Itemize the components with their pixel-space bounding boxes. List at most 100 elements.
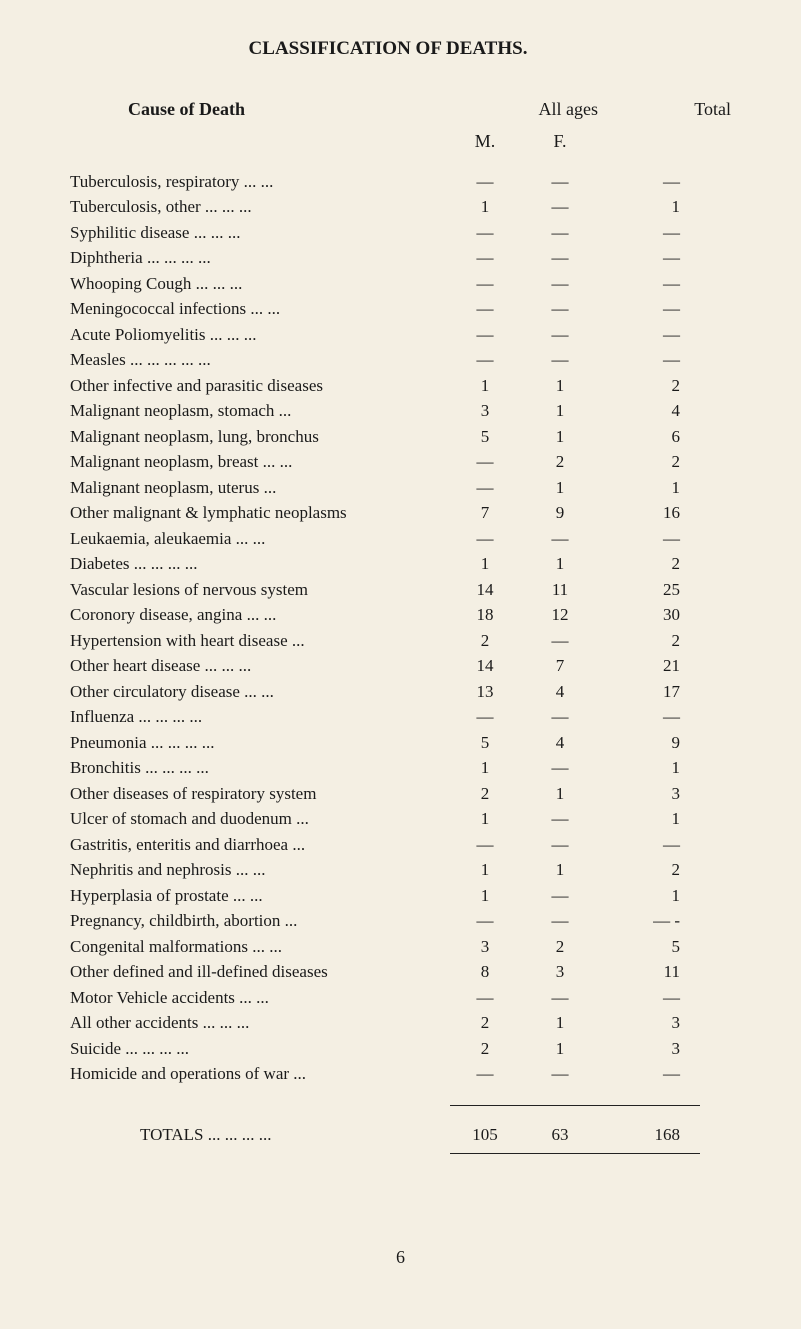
row-label: Other diseases of respiratory system	[70, 781, 450, 807]
row-male: 1	[450, 551, 520, 577]
row-total: —	[600, 526, 700, 552]
table-row: Tuberculosis, respiratory ... ...———	[70, 169, 731, 195]
table-row: Malignant neoplasm, stomach ...314	[70, 398, 731, 424]
row-label: Motor Vehicle accidents ... ...	[70, 985, 450, 1011]
row-female: 1	[520, 373, 600, 399]
row-label: Leukaemia, aleukaemia ... ...	[70, 526, 450, 552]
table-row: Hyperplasia of prostate ... ...1—1	[70, 883, 731, 909]
row-label: Ulcer of stomach and duodenum ...	[70, 806, 450, 832]
row-female: —	[520, 526, 600, 552]
row-label: Syphilitic disease ... ... ...	[70, 220, 450, 246]
row-label: Influenza ... ... ... ...	[70, 704, 450, 730]
row-label: Other heart disease ... ... ...	[70, 653, 450, 679]
row-female: 11	[520, 577, 600, 603]
row-female: —	[520, 169, 600, 195]
row-total: 30	[600, 602, 700, 628]
row-total: —	[600, 704, 700, 730]
female-header: F.	[520, 128, 600, 155]
table-row: Homicide and operations of war ...———	[70, 1061, 731, 1087]
row-male: —	[450, 296, 520, 322]
table-row: Hypertension with heart disease ...2—2	[70, 628, 731, 654]
row-label: Malignant neoplasm, lung, bronchus	[70, 424, 450, 450]
row-total: 16	[600, 500, 700, 526]
row-female: —	[520, 704, 600, 730]
row-label: Hyperplasia of prostate ... ...	[70, 883, 450, 909]
all-ages-header: All ages	[501, 96, 635, 123]
row-label: Whooping Cough ... ... ...	[70, 271, 450, 297]
table-row: Meningococcal infections ... ...———	[70, 296, 731, 322]
row-total: —	[600, 245, 700, 271]
row-female: 1	[520, 551, 600, 577]
row-label: Vascular lesions of nervous system	[70, 577, 450, 603]
row-total: —	[600, 832, 700, 858]
row-total: 3	[600, 1036, 700, 1062]
row-label: Hypertension with heart disease ...	[70, 628, 450, 654]
table-row: Malignant neoplasm, uterus ...—11	[70, 475, 731, 501]
row-total: 2	[600, 449, 700, 475]
row-male: 2	[450, 1010, 520, 1036]
row-total: —	[600, 1061, 700, 1087]
table-row: Whooping Cough ... ... ...———	[70, 271, 731, 297]
data-rows: Tuberculosis, respiratory ... ...———Tube…	[70, 169, 731, 1087]
row-total: —	[600, 985, 700, 1011]
rule-below-totals	[70, 1153, 731, 1154]
row-label: Gastritis, enteritis and diarrhoea ...	[70, 832, 450, 858]
row-male: 5	[450, 730, 520, 756]
row-female: —	[520, 908, 600, 934]
row-female: —	[520, 832, 600, 858]
row-label: Pneumonia ... ... ... ...	[70, 730, 450, 756]
row-total: 11	[600, 959, 700, 985]
row-label: Congenital malformations ... ...	[70, 934, 450, 960]
row-total: —	[600, 296, 700, 322]
table-row: Pneumonia ... ... ... ...549	[70, 730, 731, 756]
row-male: 1	[450, 194, 520, 220]
row-total: 2	[600, 857, 700, 883]
row-male: 7	[450, 500, 520, 526]
row-total: 4	[600, 398, 700, 424]
table-row: Congenital malformations ... ...325	[70, 934, 731, 960]
row-female: —	[520, 755, 600, 781]
row-female: 1	[520, 1010, 600, 1036]
table-row: Other infective and parasitic diseases11…	[70, 373, 731, 399]
row-label: Measles ... ... ... ... ...	[70, 347, 450, 373]
row-male: 14	[450, 577, 520, 603]
row-male: 3	[450, 398, 520, 424]
table-row: All other accidents ... ... ...213	[70, 1010, 731, 1036]
row-male: —	[450, 322, 520, 348]
row-label: Meningococcal infections ... ...	[70, 296, 450, 322]
row-female: —	[520, 1061, 600, 1087]
row-label: Suicide ... ... ... ...	[70, 1036, 450, 1062]
row-male: —	[450, 1061, 520, 1087]
row-label: Diphtheria ... ... ... ...	[70, 245, 450, 271]
row-total: —	[600, 169, 700, 195]
row-label: Other infective and parasitic diseases	[70, 373, 450, 399]
row-label: Malignant neoplasm, breast ... ...	[70, 449, 450, 475]
row-male: 1	[450, 373, 520, 399]
row-male: —	[450, 526, 520, 552]
row-total: 25	[600, 577, 700, 603]
table-row: Tuberculosis, other ... ... ...1—1	[70, 194, 731, 220]
page-title: CLASSIFICATION OF DEATHS.	[45, 35, 731, 64]
row-male: —	[450, 449, 520, 475]
row-female: —	[520, 628, 600, 654]
table-row: Measles ... ... ... ... ...———	[70, 347, 731, 373]
row-female: 7	[520, 653, 600, 679]
row-male: 5	[450, 424, 520, 450]
row-male: —	[450, 347, 520, 373]
row-total: 1	[600, 806, 700, 832]
row-male: 1	[450, 857, 520, 883]
totals-t: 168	[600, 1122, 700, 1148]
row-total: 5	[600, 934, 700, 960]
table-row: Vascular lesions of nervous system141125	[70, 577, 731, 603]
table-row: Diabetes ... ... ... ...112	[70, 551, 731, 577]
row-female: 4	[520, 679, 600, 705]
row-female: —	[520, 883, 600, 909]
row-male: 1	[450, 755, 520, 781]
row-total: 1	[600, 755, 700, 781]
row-female: —	[520, 194, 600, 220]
row-female: —	[520, 806, 600, 832]
row-total: —	[600, 220, 700, 246]
table-row: Other malignant & lymphatic neoplasms791…	[70, 500, 731, 526]
row-female: 1	[520, 1036, 600, 1062]
row-male: 13	[450, 679, 520, 705]
